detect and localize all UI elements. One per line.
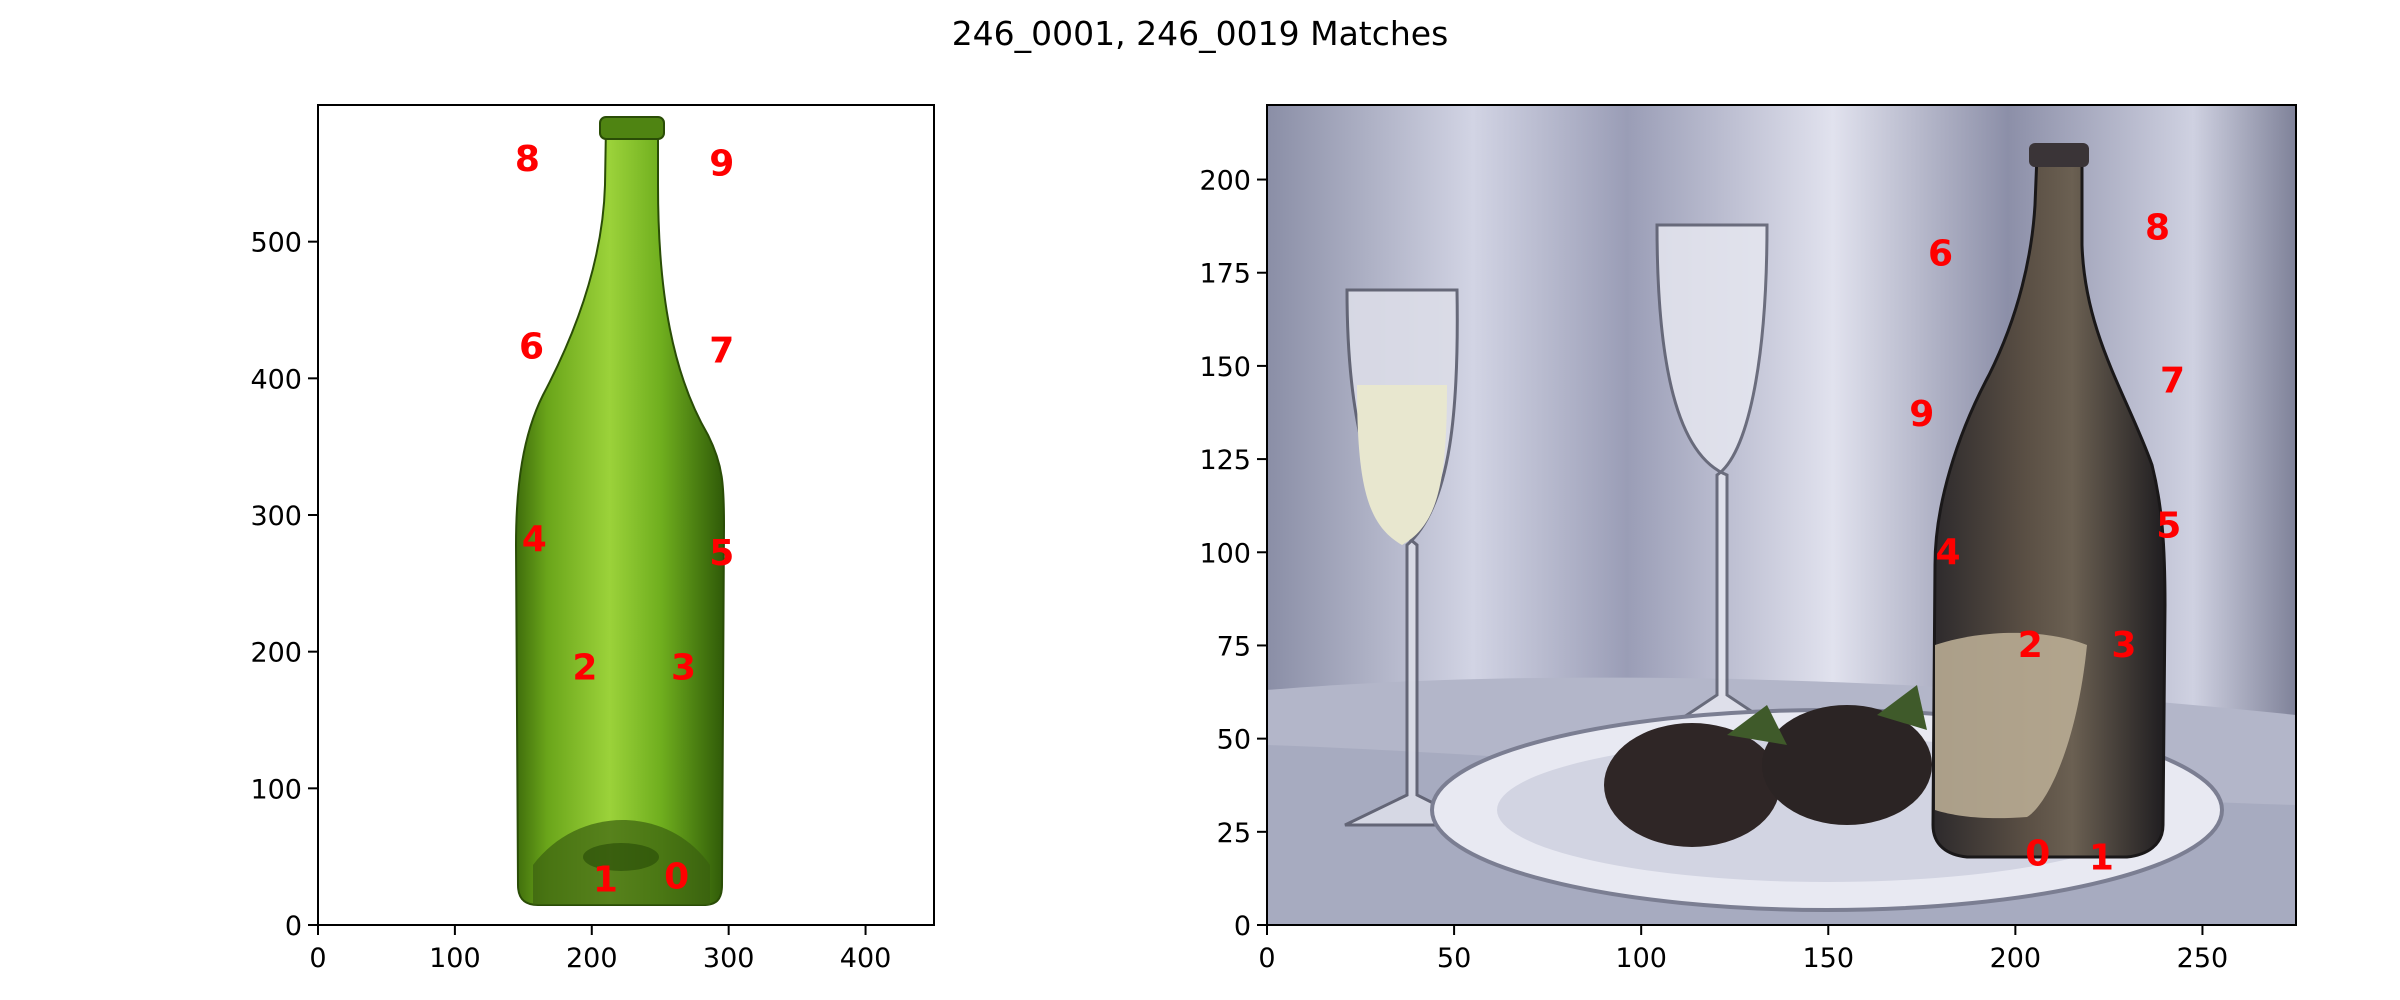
y-tick-label: 75 [1217,631,1251,662]
x-tick-label: 200 [1990,943,2042,974]
x-tick-label: 100 [1615,943,1667,974]
keypoint-label-5: 5 [2156,506,2181,547]
y-tick-label: 125 [1199,445,1251,476]
y-tick-label: 300 [250,501,302,532]
x-tick-label: 150 [1802,943,1854,974]
y-tick-label: 0 [285,911,302,942]
keypoint-label-0: 0 [664,857,689,898]
keypoint-label-2: 2 [572,648,597,689]
y-tick-label: 150 [1199,352,1251,383]
still-life-painting [1267,105,2296,925]
x-tick-label: 0 [309,943,326,974]
x-tick-label: 200 [566,943,618,974]
figure-title: 246_0001, 246_0019 Matches [951,14,1449,53]
x-tick-label: 250 [2177,943,2229,974]
y-tick-label: 175 [1199,259,1251,290]
keypoint-label-3: 3 [2111,625,2136,666]
keypoint-label-3: 3 [671,648,696,689]
y-tick-label: 100 [1199,538,1251,569]
y-tick-label: 200 [250,638,302,669]
y-tick-label: 0 [1234,911,1251,942]
keypoint-label-7: 7 [709,331,734,372]
y-tick-label: 400 [250,364,302,395]
y-tick-label: 25 [1217,818,1251,849]
y-tick-label: 100 [250,774,302,805]
bottle-photo [318,105,934,925]
keypoint-label-2: 2 [2018,625,2043,666]
x-tick-label: 0 [1258,943,1275,974]
keypoint-label-4: 4 [522,519,547,560]
y-tick-label: 500 [250,228,302,259]
keypoint-label-1: 1 [593,859,618,900]
keypoint-label-9: 9 [1909,394,1934,435]
keypoint-label-9: 9 [709,143,734,184]
keypoint-label-8: 8 [515,139,540,180]
x-tick-label: 300 [703,943,755,974]
keypoint-label-5: 5 [709,533,734,574]
x-tick-label: 400 [840,943,892,974]
keypoint-label-8: 8 [2145,208,2170,249]
x-tick-label: 50 [1437,943,1471,974]
keypoint-label-1: 1 [2089,837,2114,878]
left-image-panel: 0 100 200 300 400 0 100 200 300 400 500 0 1 2 3 4 5 6 7 8 9 [250,104,935,974]
y-tick-label: 200 [1199,166,1251,197]
y-tick-label: 50 [1217,725,1251,756]
x-tick-label: 100 [429,943,481,974]
keypoint-label-6: 6 [519,326,544,367]
keypoint-label-0: 0 [2025,834,2050,875]
keypoint-label-6: 6 [1928,234,1953,275]
keypoint-label-7: 7 [2160,360,2185,401]
axes-frame [1266,104,2297,926]
keypoint-label-4: 4 [1935,532,1960,573]
